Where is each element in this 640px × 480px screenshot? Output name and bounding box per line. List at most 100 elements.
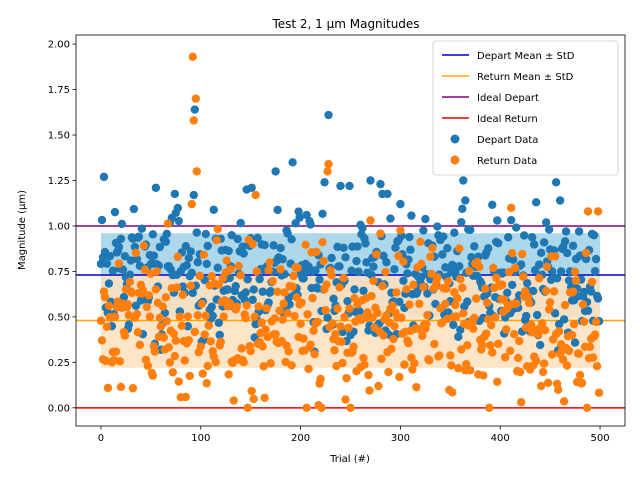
point-depart-153 bbox=[249, 285, 258, 294]
point-depart-371 bbox=[467, 252, 476, 262]
point-depart-434 bbox=[529, 240, 539, 249]
point-depart-449 bbox=[544, 225, 554, 234]
point-depart-159 bbox=[255, 274, 264, 284]
point-depart-258 bbox=[354, 267, 363, 276]
legend-box bbox=[432, 40, 619, 176]
point-return-201 bbox=[297, 298, 306, 307]
y-tick-label-8: 2.00 bbox=[48, 40, 70, 51]
point-depart-345 bbox=[441, 263, 450, 272]
point-depart-106 bbox=[202, 259, 211, 269]
point-depart-353 bbox=[449, 320, 458, 330]
point-depart-484 bbox=[579, 287, 589, 297]
point-return-447 bbox=[542, 262, 552, 272]
point-return-264 bbox=[360, 360, 369, 369]
point-return-346 bbox=[442, 284, 451, 294]
point-depart-273 bbox=[369, 262, 378, 271]
point-return-66 bbox=[162, 316, 172, 326]
point-depart-461 bbox=[556, 267, 566, 276]
point-depart-467 bbox=[562, 248, 572, 258]
point-return-374 bbox=[470, 313, 479, 323]
point-return-117 bbox=[213, 224, 222, 234]
point-depart-475 bbox=[570, 338, 580, 347]
point-depart-135 bbox=[231, 281, 240, 291]
point-return-37 bbox=[133, 328, 143, 337]
point-return-282 bbox=[378, 281, 387, 291]
point-return-76 bbox=[172, 283, 182, 292]
point-return-422 bbox=[517, 249, 527, 259]
point-depart-254 bbox=[350, 285, 359, 294]
point-return-439 bbox=[534, 273, 544, 283]
y-tick-label-3: 0.75 bbox=[48, 267, 70, 278]
point-depart-245 bbox=[341, 253, 350, 262]
point-depart-347 bbox=[443, 244, 452, 253]
point-return-273 bbox=[369, 276, 378, 286]
x-tick-label-5: 500 bbox=[590, 433, 609, 444]
point-depart-112 bbox=[208, 311, 217, 321]
point-depart-29 bbox=[125, 270, 135, 279]
point-return-227 bbox=[323, 167, 332, 176]
point-return-156 bbox=[252, 267, 261, 276]
point-return-398 bbox=[494, 339, 503, 349]
point-return-389 bbox=[485, 403, 494, 413]
point-return-250 bbox=[346, 403, 355, 413]
point-return-54 bbox=[150, 347, 160, 356]
point-return-184 bbox=[280, 288, 289, 297]
point-return-309 bbox=[405, 300, 414, 309]
point-depart-192 bbox=[288, 158, 297, 167]
point-return-322 bbox=[418, 331, 427, 341]
point-return-423 bbox=[518, 272, 528, 281]
point-return-107 bbox=[203, 361, 212, 371]
point-depart-310 bbox=[406, 245, 415, 254]
point-return-133 bbox=[229, 396, 238, 405]
legend-label-1: Return Mean ± StD bbox=[477, 72, 574, 83]
point-return-316 bbox=[412, 382, 421, 392]
chart-title: Test 2, 1 μm Magnitudes bbox=[271, 17, 419, 31]
point-return-332 bbox=[428, 243, 437, 253]
point-return-306 bbox=[402, 285, 411, 294]
point-return-281 bbox=[377, 354, 386, 363]
point-depart-191 bbox=[287, 235, 296, 244]
point-return-56 bbox=[152, 267, 162, 276]
point-return-358 bbox=[454, 364, 463, 373]
point-return-376 bbox=[472, 294, 481, 303]
point-return-232 bbox=[328, 319, 337, 328]
point-return-314 bbox=[410, 359, 419, 368]
point-return-161 bbox=[257, 318, 266, 327]
point-depart-127 bbox=[223, 285, 232, 294]
point-return-77 bbox=[173, 252, 183, 262]
point-return-496 bbox=[591, 317, 601, 327]
point-depart-94 bbox=[190, 105, 199, 114]
point-return-246 bbox=[342, 373, 351, 383]
y-tick-label-5: 1.25 bbox=[48, 176, 70, 187]
point-return-277 bbox=[373, 308, 382, 318]
point-return-150 bbox=[246, 346, 255, 356]
point-return-412 bbox=[508, 248, 517, 258]
point-return-431 bbox=[526, 320, 536, 329]
point-return-75 bbox=[171, 336, 181, 345]
point-depart-294 bbox=[390, 265, 399, 274]
point-return-318 bbox=[414, 324, 423, 334]
point-return-105 bbox=[201, 311, 210, 320]
point-return-194 bbox=[290, 311, 299, 321]
point-return-492 bbox=[587, 277, 597, 287]
axes-layer: 0 100 200 300 400 500 0.00 0.25 0.50 0.75 1.00 1.25… bbox=[48, 34, 626, 444]
point-return-293 bbox=[389, 334, 398, 344]
point-return-454 bbox=[549, 287, 559, 296]
point-return-244 bbox=[340, 313, 349, 322]
point-return-146 bbox=[242, 301, 251, 310]
point-return-147 bbox=[243, 403, 252, 413]
point-depart-362 bbox=[458, 204, 467, 214]
point-return-151 bbox=[247, 386, 256, 396]
point-return-100 bbox=[196, 342, 205, 351]
point-return-472 bbox=[567, 330, 577, 340]
point-return-153 bbox=[249, 394, 258, 404]
point-depart-52 bbox=[148, 230, 158, 239]
point-return-415 bbox=[511, 263, 520, 273]
point-depart-265 bbox=[361, 239, 370, 248]
point-return-449 bbox=[544, 305, 554, 314]
point-return-60 bbox=[156, 322, 166, 331]
point-return-92 bbox=[188, 52, 197, 62]
point-depart-392 bbox=[488, 200, 497, 210]
point-return-32 bbox=[128, 384, 138, 393]
point-return-46 bbox=[142, 302, 152, 312]
